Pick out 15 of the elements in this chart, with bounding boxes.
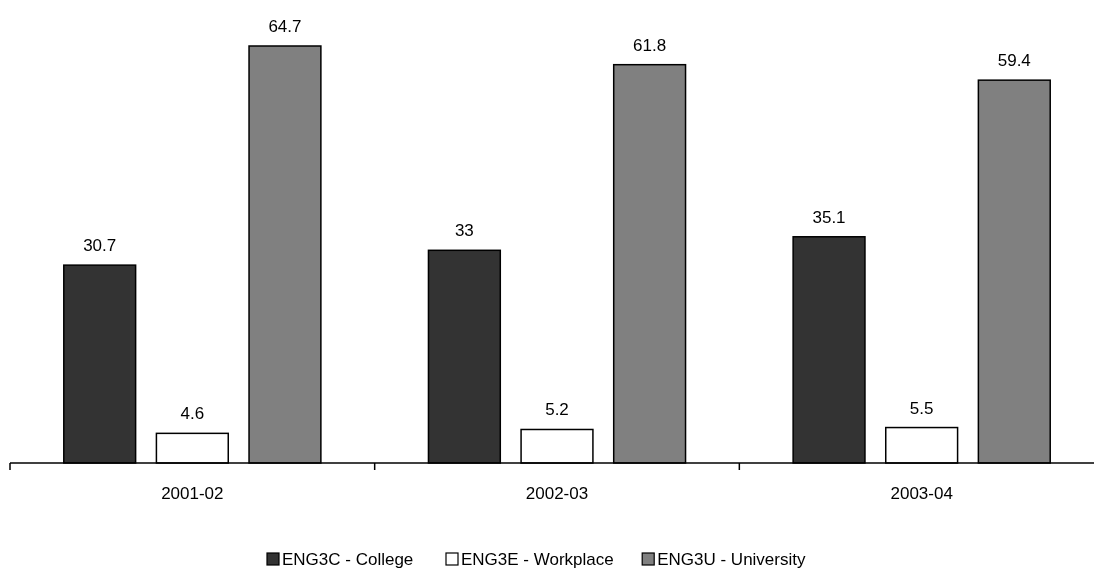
data-label: 64.7 xyxy=(268,17,302,36)
legend-label: ENG3U - University xyxy=(657,550,806,569)
data-label: 61.8 xyxy=(633,35,667,55)
data-label: 35.1 xyxy=(812,207,846,227)
x-tick-label: 2002-03 xyxy=(525,484,589,503)
data-label: 4.6 xyxy=(180,404,205,424)
data-label: 5.2 xyxy=(545,400,569,420)
data-label: 30.7 xyxy=(83,236,117,256)
x-tick-label: 2003-04 xyxy=(890,484,953,503)
x-tick-label: 2001-02 xyxy=(161,484,224,503)
data-label: 33 xyxy=(454,221,474,241)
data-label: 59.4 xyxy=(997,51,1031,71)
legend-label: ENG3E - Workplace xyxy=(461,550,614,569)
legend-label: ENG3C - College xyxy=(282,550,414,569)
data-label: 5.5 xyxy=(909,398,934,418)
